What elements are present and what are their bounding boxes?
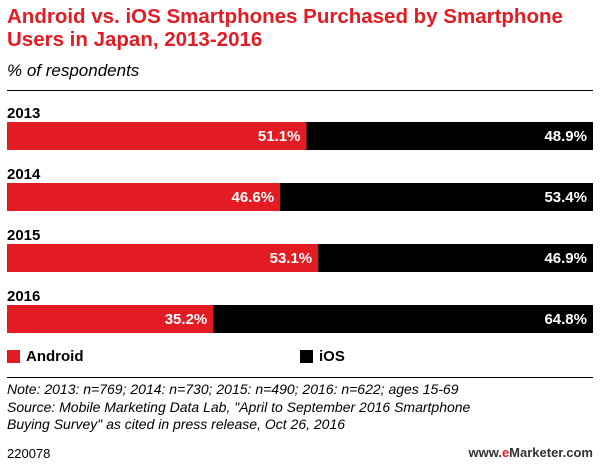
note-source-continued: Buying Survey" as cited in press release…: [7, 416, 346, 432]
legend-label-ios: iOS: [319, 348, 345, 365]
note-sample-sizes: Note: 2013: n=769; 2014: n=730; 2015: n=…: [7, 381, 459, 397]
bar-ios-2016: [213, 305, 593, 333]
category-label-2013: 2013: [7, 105, 40, 122]
chart-title: Android vs. iOS Smartphones Purchased by…: [7, 5, 593, 51]
data-label-ios-2013: 48.9%: [544, 128, 587, 145]
bar-android-2016: [7, 305, 214, 333]
chart-id: 220078: [7, 446, 51, 461]
legend-item-ios: iOS: [300, 348, 345, 365]
chart-note: Note: 2013: n=769; 2014: n=730; 2015: n=…: [7, 381, 593, 434]
data-label-android-2016: 35.2%: [165, 311, 208, 328]
note-source: Source: Mobile Marketing Data Lab, "Apri…: [7, 398, 471, 415]
chart-title-text: Android vs. iOS Smartphones Purchased by…: [7, 5, 563, 51]
category-label-2015: 2015: [7, 227, 40, 244]
chart-subtitle: % of respondents: [7, 61, 140, 80]
data-label-ios-2014: 53.4%: [544, 189, 587, 206]
category-label-2016: 2016: [7, 288, 40, 305]
brand-e: e: [501, 445, 510, 460]
bar-ios-2014: [280, 183, 593, 211]
bottom-divider: [7, 377, 593, 378]
bar-android-2015: [7, 244, 319, 272]
legend-label-android: Android: [26, 348, 84, 365]
legend-swatch-android: [7, 350, 20, 363]
data-label-ios-2015: 46.9%: [544, 250, 587, 267]
brand-prefix: www.: [468, 445, 502, 460]
category-label-2014: 2014: [7, 166, 41, 183]
bar-android-2014: [7, 183, 281, 211]
data-label-ios-2016: 64.8%: [544, 311, 587, 328]
bar-ios-2015: [318, 244, 593, 272]
data-label-android-2013: 51.1%: [258, 128, 301, 145]
bar-android-2013: [7, 122, 307, 150]
data-label-android-2014: 46.6%: [232, 189, 275, 206]
emarketer-logo[interactable]: www.eMarketer.com: [468, 445, 593, 460]
data-label-android-2015: 53.1%: [270, 250, 313, 267]
brand-rest: Marketer.com: [509, 445, 593, 460]
bar-ios-2013: [306, 122, 593, 150]
legend-swatch-ios: [300, 350, 313, 363]
top-divider: [7, 90, 593, 91]
legend-item-android: Android: [7, 348, 84, 365]
